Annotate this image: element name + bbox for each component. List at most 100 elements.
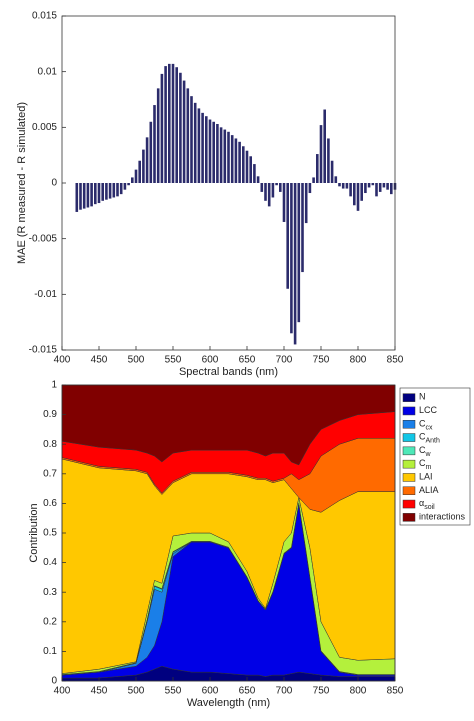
bar <box>367 183 371 188</box>
bar <box>201 112 204 183</box>
legend-swatch <box>402 446 416 456</box>
x-tick-label: 400 <box>54 686 71 697</box>
legend-sub: cx <box>426 425 434 432</box>
bar <box>249 156 252 183</box>
bar <box>123 183 127 190</box>
bar <box>327 138 330 183</box>
bar <box>338 183 341 187</box>
bar <box>334 176 338 183</box>
y-tick-label: 0.7 <box>43 468 57 479</box>
bar <box>242 146 245 183</box>
legend-swatch <box>402 513 416 522</box>
bar <box>282 183 286 222</box>
bar <box>197 108 201 183</box>
x-tick-label: 450 <box>91 686 108 697</box>
x-tick-label: 850 <box>387 355 404 366</box>
legend-swatch <box>402 406 416 416</box>
bar <box>364 183 367 194</box>
x-tick-label: 400 <box>54 355 71 366</box>
bar <box>386 183 389 190</box>
bar <box>316 154 319 183</box>
chart: NLCCCcxCAnthCwCmLAIALIAαsoilinteractions… <box>28 380 471 709</box>
y-axis-label: MAE (R measured - R simulated) <box>16 102 28 264</box>
y-tick-label: 0.01 <box>38 66 58 77</box>
x-tick-label: 750 <box>313 686 330 697</box>
bar <box>205 116 208 183</box>
legend-label: αsoil <box>419 498 435 511</box>
bar <box>290 183 293 334</box>
x-tick-label: 500 <box>128 686 145 697</box>
bar <box>345 183 349 189</box>
bar <box>304 183 308 224</box>
x-tick-label: 600 <box>202 686 219 697</box>
bar <box>264 183 267 201</box>
bar <box>186 88 190 183</box>
y-tick-label: -0.015 <box>29 345 58 356</box>
legend-label: Cw <box>419 445 432 458</box>
bar <box>271 183 275 198</box>
bar <box>293 183 297 345</box>
bar <box>253 164 256 183</box>
x-tick-label: 650 <box>239 355 256 366</box>
bar <box>182 80 186 183</box>
legend-label: LAI <box>419 472 433 482</box>
x-tick-label: 800 <box>350 686 367 697</box>
legend-sub: soil <box>424 504 435 511</box>
bar <box>75 183 79 212</box>
y-tick-label: 0 <box>51 676 57 687</box>
y-tick-label: 0.005 <box>32 122 57 133</box>
bar <box>94 183 97 205</box>
legend-swatch <box>402 433 416 442</box>
bar <box>212 121 215 183</box>
bar <box>286 183 289 289</box>
x-tick-label: 550 <box>165 355 182 366</box>
legend-label: interactions <box>419 512 466 522</box>
legend-swatch <box>402 420 416 429</box>
chart: 400 450 500 550 600 650 700 750 800 850 -0.015 -0.0… <box>16 11 404 378</box>
y-tick-label: 0 <box>51 178 57 189</box>
bar <box>216 123 219 183</box>
legend-swatch <box>402 459 416 469</box>
bar <box>356 183 360 211</box>
bar <box>149 121 153 183</box>
bar <box>112 183 116 198</box>
bar <box>175 67 178 183</box>
y-tick-label: 1 <box>51 380 57 391</box>
x-tick-label: 700 <box>276 355 293 366</box>
bar <box>190 96 193 183</box>
bar <box>90 183 93 207</box>
bar <box>153 105 156 183</box>
y-tick-label: 0.015 <box>32 11 57 22</box>
bar <box>145 137 149 183</box>
bar <box>227 131 230 183</box>
legend-name: ALIA <box>419 485 439 495</box>
bar <box>101 183 104 201</box>
legend-swatch <box>402 473 416 482</box>
bar <box>79 183 82 210</box>
x-tick-label: 550 <box>165 686 182 697</box>
bar <box>256 176 260 183</box>
bar <box>275 183 278 186</box>
legend-name: LCC <box>419 405 438 415</box>
x-tick-label: 750 <box>313 355 330 366</box>
bar <box>138 160 141 183</box>
bar <box>319 125 323 183</box>
legend-label: LCC <box>419 405 438 415</box>
bar <box>260 183 264 192</box>
bar <box>238 141 241 183</box>
legend-name: C <box>419 459 426 469</box>
legend-name: N <box>419 392 426 402</box>
bar <box>312 177 315 183</box>
x-tick-label: 700 <box>276 686 293 697</box>
bar <box>230 135 234 183</box>
bar <box>86 183 90 208</box>
legend-swatch <box>402 499 416 509</box>
y-tick-label: 0.4 <box>43 557 57 568</box>
legend-swatch <box>402 486 416 495</box>
x-axis-label: Wavelength (nm) <box>187 697 270 709</box>
legend-name: α <box>419 498 424 508</box>
bar <box>301 183 304 273</box>
x-tick-label: 600 <box>202 355 219 366</box>
bar <box>131 177 134 183</box>
